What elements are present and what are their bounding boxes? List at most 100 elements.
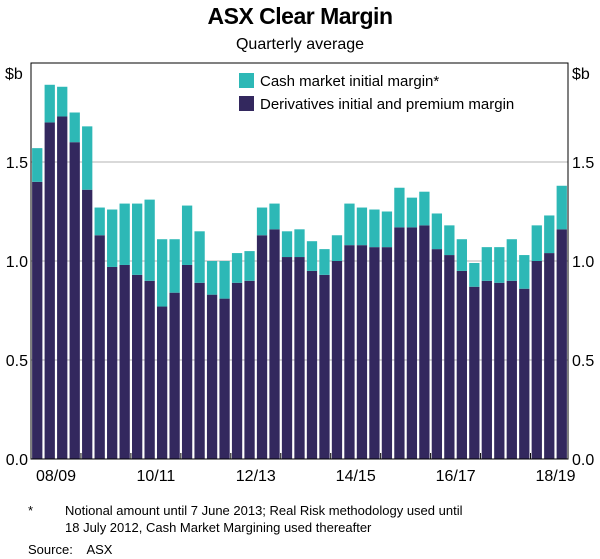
- bar-cash: [32, 148, 43, 182]
- y-tick-label-left: 1.0: [6, 254, 28, 271]
- bar-derivatives: [394, 227, 405, 459]
- y-tick-label-left: 0.5: [6, 353, 28, 370]
- bar-cash: [544, 215, 555, 254]
- bar-derivatives: [244, 280, 255, 459]
- bar-derivatives: [231, 282, 243, 459]
- bar-cash: [156, 239, 168, 307]
- bar-cash: [381, 211, 393, 248]
- bar-cash: [319, 249, 330, 275]
- y-tick-label-left: 0.0: [6, 452, 28, 469]
- bar-cash: [294, 229, 305, 258]
- bar-cash: [281, 231, 293, 258]
- bar-derivatives: [419, 225, 430, 459]
- bar-derivatives: [169, 292, 180, 459]
- bar-cash: [194, 231, 205, 283]
- bar-cash: [219, 261, 230, 299]
- bar-derivatives: [369, 247, 380, 459]
- source-label: Source:: [28, 542, 73, 557]
- chart-subtitle: Quarterly average: [236, 36, 364, 53]
- bar-derivatives: [32, 181, 43, 460]
- y-tick-label-right: 1.0: [572, 254, 594, 271]
- bar-derivatives: [469, 286, 480, 459]
- bar-derivatives: [256, 235, 268, 459]
- source-note: Source: ASX: [28, 541, 112, 558]
- bar-derivatives: [406, 227, 418, 459]
- bar-derivatives: [481, 280, 492, 459]
- footnote-marker: *: [28, 503, 34, 518]
- bar-derivatives: [506, 280, 517, 459]
- bar-derivatives: [69, 142, 80, 459]
- bar-derivatives: [456, 270, 467, 459]
- legend-label-derivatives: Derivatives initial and premium margin: [260, 96, 514, 113]
- bar-cash: [469, 262, 480, 287]
- bar-cash: [419, 191, 430, 226]
- y-tick-label-right: 0.5: [572, 353, 594, 370]
- x-tick-label: 14/15: [336, 468, 376, 485]
- bar-cash: [306, 241, 318, 271]
- x-tick-label: 18/19: [535, 468, 575, 485]
- bar-derivatives: [181, 264, 193, 459]
- bar-derivatives: [132, 274, 143, 459]
- bar-cash: [519, 255, 530, 289]
- footnote-text: Notional amount until 7 June 2013; Real …: [65, 502, 462, 536]
- bar-cash: [444, 225, 455, 256]
- bar-cash: [394, 187, 405, 228]
- bar-derivatives: [381, 247, 393, 459]
- y-tick-labels: 0.0 0.0 0.5 0.5 1.0 1.0 1.5 1.5: [6, 155, 595, 469]
- bar-cash: [206, 261, 218, 295]
- legend-label-cash: Cash market initial margin*: [260, 73, 439, 90]
- bar-derivatives: [82, 189, 93, 459]
- bar-derivatives: [281, 257, 293, 459]
- bar-cash: [431, 213, 443, 250]
- bar-cash: [144, 199, 155, 281]
- bar-cash: [119, 203, 130, 265]
- x-tick-label: 08/09: [36, 468, 76, 485]
- bar-derivatives: [94, 235, 105, 459]
- bar-cash: [269, 203, 280, 230]
- bar-derivatives: [219, 298, 230, 459]
- x-tick-label: 10/11: [136, 468, 175, 485]
- bar-derivatives: [44, 122, 55, 460]
- y-axis-unit-left: $b: [5, 66, 23, 83]
- x-tick-label: 16/17: [436, 468, 476, 485]
- bar-cash: [481, 247, 492, 281]
- bar-derivatives: [156, 306, 168, 459]
- bar-derivatives: [269, 229, 280, 459]
- bar-cash: [231, 253, 243, 283]
- bar-cash: [456, 239, 467, 271]
- bar-cash: [44, 84, 55, 123]
- bar-cash: [107, 209, 118, 267]
- bar-derivatives: [57, 116, 68, 460]
- y-tick-label-right: 1.5: [572, 155, 594, 172]
- bar-derivatives: [344, 245, 355, 459]
- bar-cash: [132, 203, 143, 275]
- y-axis-unit-right: $b: [572, 66, 590, 83]
- bar-derivatives: [494, 282, 505, 459]
- bar-derivatives: [556, 229, 567, 459]
- bar-derivatives: [119, 264, 130, 459]
- bar-derivatives: [544, 253, 555, 459]
- bar-cash: [244, 251, 255, 281]
- bar-cash: [506, 239, 517, 281]
- bar-cash: [82, 126, 93, 190]
- bar-cash: [94, 207, 105, 236]
- bar-derivatives: [194, 282, 205, 459]
- legend: Cash market initial margin* Derivatives …: [239, 73, 514, 113]
- x-tick-labels: 08/09 10/11 12/13 14/15 16/17 18/19: [36, 453, 576, 485]
- bar-cash: [356, 207, 368, 246]
- bar-derivatives: [319, 274, 330, 459]
- bar-derivatives: [331, 261, 343, 459]
- footnote-line-1: Notional amount until 7 June 2013; Real …: [65, 503, 463, 518]
- y-tick-label-left: 1.5: [6, 155, 28, 172]
- bar-derivatives: [519, 288, 530, 459]
- y-tick-label-right: 0.0: [572, 452, 594, 469]
- bar-derivatives: [531, 261, 542, 459]
- legend-swatch-cash: [239, 73, 254, 88]
- source-value: ASX: [86, 542, 113, 557]
- bar-cash: [406, 197, 418, 228]
- bar-cash: [256, 207, 268, 236]
- x-tick-label: 12/13: [236, 468, 276, 485]
- plot-frame: [30, 62, 569, 460]
- bar-cash: [69, 112, 80, 143]
- bar-derivatives: [356, 245, 368, 459]
